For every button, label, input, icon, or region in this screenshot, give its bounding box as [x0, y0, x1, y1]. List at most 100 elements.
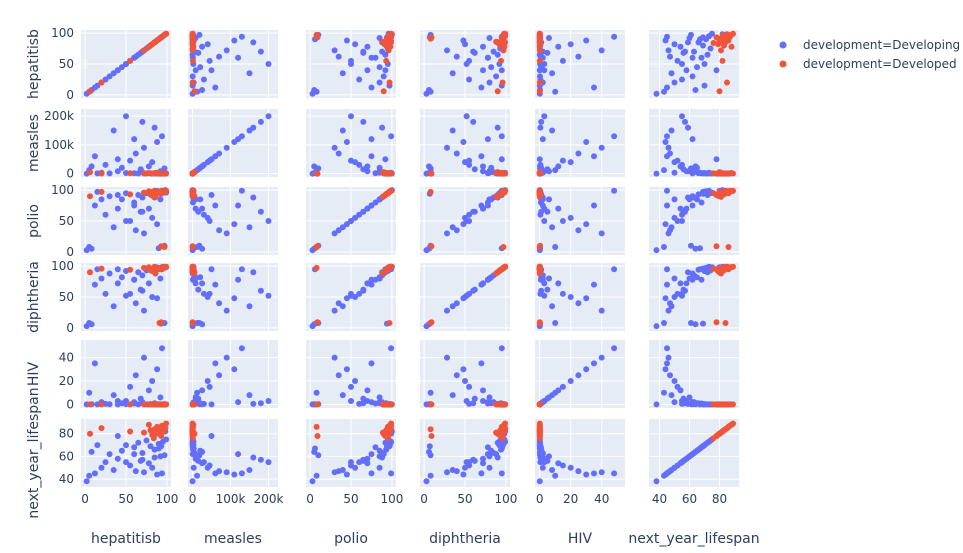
data-point-development-developed-0[interactable]	[87, 401, 93, 408]
data-point-development-developing-25[interactable]	[611, 345, 618, 352]
data-point-development-developing-1[interactable]	[552, 320, 559, 326]
data-point-development-developed-0[interactable]	[87, 430, 93, 437]
data-point-development-developing-16[interactable]	[444, 230, 450, 237]
data-point-development-developing-24[interactable]	[546, 35, 552, 41]
data-point-development-developing-12[interactable]	[453, 468, 460, 475]
data-point-development-developing-16[interactable]	[331, 47, 338, 54]
data-point-development-developing-22[interactable]	[154, 471, 161, 478]
data-point-development-developed-1[interactable]	[499, 79, 506, 86]
data-point-development-developing-6[interactable]	[449, 303, 456, 310]
data-point-development-developing-36[interactable]	[484, 202, 491, 209]
data-point-development-developing-29[interactable]	[199, 401, 206, 408]
data-point-development-developing-3[interactable]	[671, 169, 678, 176]
data-point-development-developed-19[interactable]	[710, 40, 717, 46]
data-point-development-developing-24[interactable]	[686, 394, 693, 401]
data-point-development-developing-6[interactable]	[449, 127, 456, 134]
data-point-development-developing-16[interactable]	[141, 307, 147, 314]
data-point-development-developing-24[interactable]	[546, 275, 552, 282]
data-point-development-developed-19[interactable]	[536, 190, 543, 197]
data-point-development-developing-21[interactable]	[695, 191, 702, 198]
data-point-development-developing-22[interactable]	[583, 37, 590, 44]
data-point-development-developing-12[interactable]	[575, 227, 582, 234]
data-point-development-developing-4[interactable]	[102, 459, 109, 466]
data-point-development-developing-30[interactable]	[701, 82, 708, 89]
data-point-development-developed-18[interactable]	[156, 188, 163, 195]
data-point-development-developing-22[interactable]	[662, 366, 669, 373]
data-point-development-developing-16[interactable]	[223, 144, 230, 151]
data-point-development-developed-1[interactable]	[189, 79, 196, 86]
data-point-development-developing-3[interactable]	[98, 464, 105, 471]
data-point-development-developed-18[interactable]	[722, 170, 729, 177]
data-point-development-developing-22[interactable]	[343, 221, 350, 228]
data-point-development-developing-0[interactable]	[653, 323, 660, 330]
data-point-development-developing-16[interactable]	[444, 144, 450, 151]
data-point-development-developed-18[interactable]	[427, 35, 434, 42]
data-point-development-developing-12[interactable]	[132, 372, 139, 379]
data-point-development-developing-8[interactable]	[118, 274, 125, 281]
data-point-development-developing-18[interactable]	[677, 163, 684, 170]
data-point-development-developing-25[interactable]	[498, 470, 505, 477]
data-point-development-developing-33[interactable]	[348, 292, 354, 299]
data-point-development-developing-16[interactable]	[223, 230, 230, 237]
data-point-development-developing-20[interactable]	[204, 294, 211, 300]
data-point-development-developing-32[interactable]	[384, 443, 390, 450]
data-point-development-developing-18[interactable]	[145, 460, 152, 467]
data-point-development-developing-20[interactable]	[462, 378, 468, 384]
data-point-development-developing-16[interactable]	[223, 307, 230, 314]
data-point-development-developing-10[interactable]	[127, 383, 134, 390]
data-point-development-developing-12[interactable]	[335, 53, 342, 60]
data-point-development-developing-2[interactable]	[212, 84, 219, 91]
data-point-development-developing-6[interactable]	[246, 224, 253, 231]
data-point-development-developing-33[interactable]	[463, 459, 470, 466]
data-point-development-developing-3[interactable]	[671, 79, 678, 86]
data-point-development-developing-37[interactable]	[208, 433, 215, 439]
data-point-development-developing-36[interactable]	[689, 399, 696, 406]
data-point-development-developed-18[interactable]	[156, 170, 163, 177]
data-point-development-developing-16[interactable]	[665, 307, 672, 314]
data-point-development-developing-31[interactable]	[697, 266, 703, 273]
data-point-development-developing-16[interactable]	[598, 469, 605, 476]
data-point-development-developing-12[interactable]	[453, 227, 460, 234]
data-point-development-developing-2[interactable]	[91, 360, 98, 367]
data-point-development-developed-16[interactable]	[721, 42, 727, 49]
data-point-development-developing-18[interactable]	[555, 460, 562, 467]
data-point-development-developing-6[interactable]	[449, 70, 456, 77]
data-point-development-developed-14[interactable]	[428, 243, 435, 250]
data-point-development-developed-0[interactable]	[716, 88, 723, 95]
data-point-development-developing-12[interactable]	[667, 372, 673, 379]
data-point-development-developing-25[interactable]	[238, 33, 245, 40]
data-point-development-developing-22[interactable]	[583, 221, 590, 228]
data-point-development-developing-34[interactable]	[360, 48, 367, 55]
data-point-development-developing-34[interactable]	[360, 400, 367, 407]
data-point-development-developed-13[interactable]	[730, 401, 736, 408]
data-point-development-developed-1[interactable]	[98, 265, 105, 272]
data-point-development-developing-18[interactable]	[555, 387, 562, 394]
data-point-development-developing-37[interactable]	[536, 67, 543, 74]
data-point-development-developed-19[interactable]	[710, 435, 717, 442]
data-point-development-developing-37[interactable]	[498, 156, 505, 163]
data-point-development-developing-34[interactable]	[360, 287, 367, 294]
data-point-development-developing-22[interactable]	[154, 366, 161, 373]
data-point-development-developing-29[interactable]	[311, 163, 318, 170]
data-point-development-developing-34[interactable]	[538, 287, 545, 294]
data-point-development-developing-34[interactable]	[257, 118, 264, 125]
data-point-development-developing-1[interactable]	[552, 472, 559, 479]
data-point-development-developing-2[interactable]	[591, 202, 597, 209]
data-point-development-developing-33[interactable]	[348, 398, 354, 404]
data-point-development-developing-37[interactable]	[114, 433, 121, 439]
data-point-development-developing-29[interactable]	[537, 163, 543, 170]
data-point-development-developing-3[interactable]	[671, 196, 678, 203]
data-point-development-developing-22[interactable]	[231, 37, 238, 44]
data-point-development-developing-27[interactable]	[161, 165, 168, 172]
data-point-development-developing-12[interactable]	[335, 150, 342, 157]
data-point-development-developing-29[interactable]	[199, 87, 206, 93]
data-point-development-developing-29[interactable]	[426, 87, 432, 93]
data-point-development-developed-19[interactable]	[536, 401, 543, 408]
data-point-development-developing-18[interactable]	[199, 205, 206, 212]
data-point-development-developed-1[interactable]	[98, 79, 105, 86]
data-point-development-developing-19[interactable]	[147, 443, 154, 450]
data-point-development-developing-1[interactable]	[313, 389, 320, 396]
data-point-development-developing-33[interactable]	[123, 218, 129, 224]
data-point-development-developed-3[interactable]	[718, 47, 724, 54]
data-point-development-developed-2[interactable]	[719, 57, 726, 64]
